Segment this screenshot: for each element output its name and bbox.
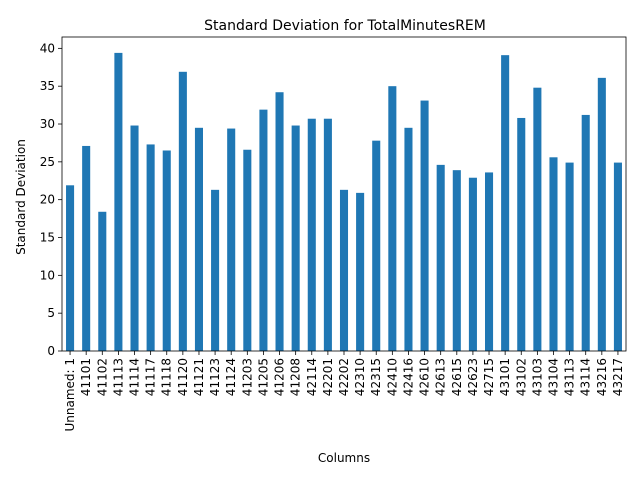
bar (130, 125, 139, 351)
bar (307, 118, 316, 351)
x-tick-label: 41203 (240, 358, 254, 396)
bar (485, 172, 494, 351)
bar (291, 125, 300, 351)
x-tick-label: 42201 (321, 358, 335, 396)
bar (227, 128, 236, 351)
x-tick-label: 41208 (289, 358, 303, 396)
bar (501, 55, 510, 351)
x-tick-label: 43102 (514, 358, 528, 396)
bar (452, 170, 461, 351)
x-tick-label: 42202 (337, 358, 351, 396)
bar (339, 189, 349, 351)
y-tick-label: 20 (40, 193, 55, 207)
bar (66, 185, 75, 351)
x-tick-label: 42613 (434, 358, 448, 396)
bar (517, 117, 526, 352)
bar (162, 150, 171, 351)
x-tick-label: 41118 (160, 358, 174, 396)
bar (404, 127, 413, 351)
bar (372, 140, 381, 351)
x-tick-label: 43103 (530, 358, 544, 396)
bar (420, 100, 429, 351)
bar (549, 157, 558, 351)
x-tick-label: 41101 (79, 358, 93, 396)
bar (146, 144, 155, 351)
x-tick-label: Unnamed: 1 (63, 358, 77, 432)
y-tick-label: 35 (40, 79, 55, 93)
bar (356, 192, 365, 351)
x-tick-label: 42416 (401, 358, 415, 396)
bar (114, 52, 123, 351)
x-tick-label: 43217 (611, 358, 625, 396)
x-tick-label: 43113 (563, 358, 577, 396)
bar (259, 109, 268, 351)
bar (194, 127, 203, 351)
x-tick-label: 41114 (128, 358, 142, 396)
bar (98, 211, 107, 351)
x-tick-label: 42410 (385, 358, 399, 396)
x-tick-label: 41113 (111, 358, 125, 396)
x-tick-label: 43104 (546, 358, 560, 396)
chart-title: Standard Deviation for TotalMinutesREM (204, 18, 486, 34)
y-tick-label: 0 (47, 344, 55, 358)
bar (275, 92, 284, 351)
bar (388, 86, 397, 352)
y-tick-label: 10 (40, 268, 55, 282)
bar (436, 164, 445, 351)
x-tick-label: 41123 (208, 358, 222, 396)
y-axis-label: Standard Deviation (14, 139, 28, 255)
bar (178, 71, 187, 352)
x-tick-label: 41117 (144, 358, 158, 396)
y-tick-label: 5 (47, 306, 55, 320)
bar (597, 77, 606, 352)
plot-frame (61, 36, 627, 352)
x-tick-label: 42623 (466, 358, 480, 396)
x-tick-label: 42715 (482, 358, 496, 396)
y-tick-label: 40 (40, 41, 55, 55)
bar (243, 149, 252, 351)
y-tick-label: 30 (40, 117, 55, 131)
x-tick-label: 43114 (579, 358, 593, 396)
x-tick-label: 42610 (418, 358, 432, 396)
x-tick-label: 42615 (450, 358, 464, 396)
x-tick-label: 42315 (369, 358, 383, 396)
x-tick-label: 42310 (353, 358, 367, 396)
x-tick-label: 43216 (595, 358, 609, 396)
x-tick-label: 41206 (273, 358, 287, 396)
bar (82, 145, 91, 351)
x-tick-label: 41102 (95, 358, 109, 396)
bar (323, 118, 332, 351)
x-tick-label: 41121 (192, 358, 206, 396)
bar (565, 162, 574, 351)
x-tick-label: 41120 (176, 358, 190, 396)
y-tick-label: 15 (40, 231, 55, 245)
bar (468, 177, 477, 351)
x-tick-label: 41205 (256, 358, 270, 396)
bar (211, 189, 220, 351)
x-tick-label: 42114 (305, 358, 319, 396)
x-axis-label: Columns (318, 451, 370, 465)
bar (533, 87, 542, 351)
y-tick-label: 25 (40, 155, 55, 169)
bar (613, 162, 622, 351)
bar (581, 114, 590, 352)
x-tick-label: 41124 (224, 358, 238, 396)
x-tick-label: 43101 (498, 358, 512, 396)
